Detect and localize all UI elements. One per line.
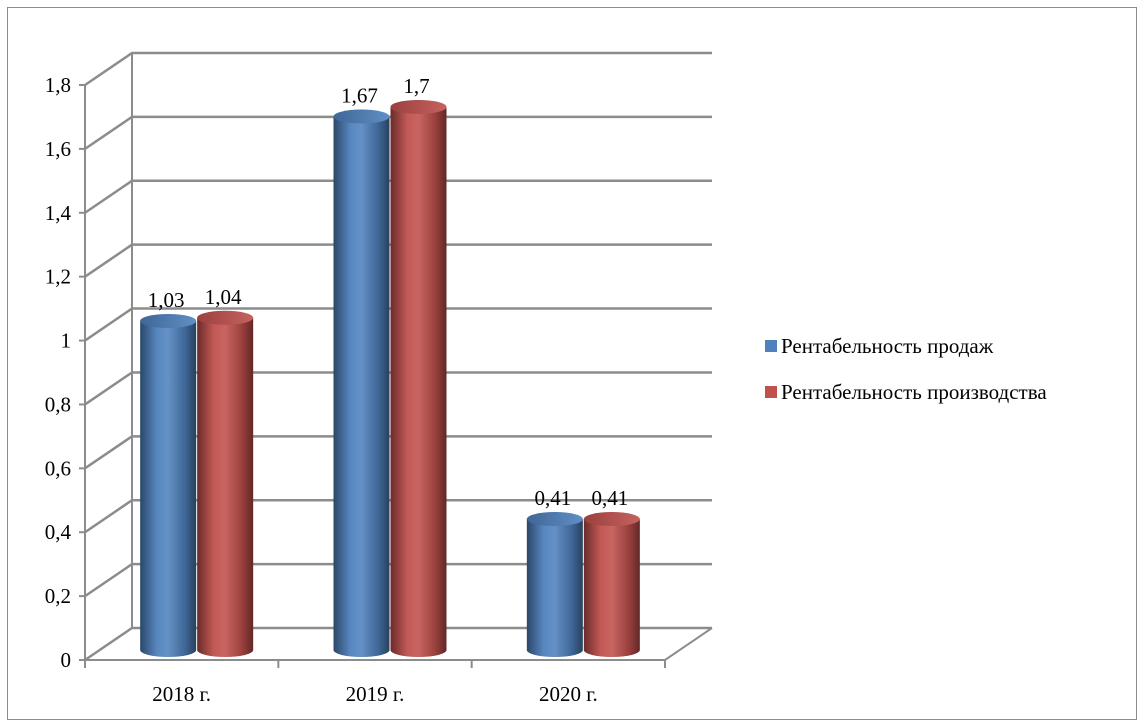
data-label: 1,04 [205,285,242,309]
bar-top [140,313,197,328]
y-tick-label: 1,2 [45,265,71,289]
y-tick-label: 0 [61,648,72,672]
data-label: 1,67 [341,84,378,108]
legend-swatch [765,386,777,398]
bar-top [583,512,640,527]
gridlines [79,51,712,668]
x-category-label: 2019 г. [346,682,405,706]
y-tick-label: 0,4 [45,520,72,544]
bar-top [333,109,390,124]
data-label: 0,41 [534,486,571,510]
gridline [84,51,712,87]
legend-label: Рентабельность продаж [781,334,994,358]
data-labels: 1,03 1,04 1,67 1,7 0,41 0,41 [148,74,628,510]
gridline [84,243,712,278]
y-tick-label: 1 [61,329,72,353]
gridline [84,498,712,534]
x-category-label: 2018 г. [152,682,211,706]
y-tick-label: 1,8 [45,73,71,97]
legend-swatch [765,340,777,352]
bar-body [526,519,583,657]
bar-body [583,519,640,657]
x-category-label: 2020 г. [539,682,598,706]
bar [140,313,197,657]
data-label: 1,03 [148,288,185,312]
legend-label: Рентабельность производства [781,380,1047,404]
bar-top [197,310,254,325]
data-label: 1,7 [403,74,429,98]
bar-body [333,116,390,658]
bar-body [140,320,197,657]
bar [333,109,390,658]
gridline [84,115,712,150]
legend: Рентабельность продаж Рентабельность прои… [765,334,1047,404]
gridline [84,562,712,598]
y-tick-label: 0,2 [45,584,71,608]
gridline [84,307,712,342]
bar [526,512,583,657]
bar-top [526,512,583,527]
x-axis-category-labels: 2018 г. 2019 г. 2020 г. [152,682,597,706]
gridline [84,179,712,214]
y-tick-label: 0,8 [45,392,71,416]
bar-body [390,106,447,657]
bars [140,99,640,658]
bar [197,310,254,657]
gridline [84,435,712,470]
y-tick-label: 0,6 [45,456,71,480]
gridline [84,371,712,406]
y-tick-label: 1,6 [45,137,71,161]
bar-body [197,317,254,657]
data-label: 0,41 [591,486,628,510]
bar [583,512,640,657]
y-axis-tick-labels: 0 0,2 0,4 0,6 0,8 1 1,2 1,4 1,6 1,8 [45,73,72,672]
y-tick-label: 1,4 [45,201,72,225]
gridline [84,626,712,662]
bar-top [390,99,447,114]
bar [390,99,447,657]
